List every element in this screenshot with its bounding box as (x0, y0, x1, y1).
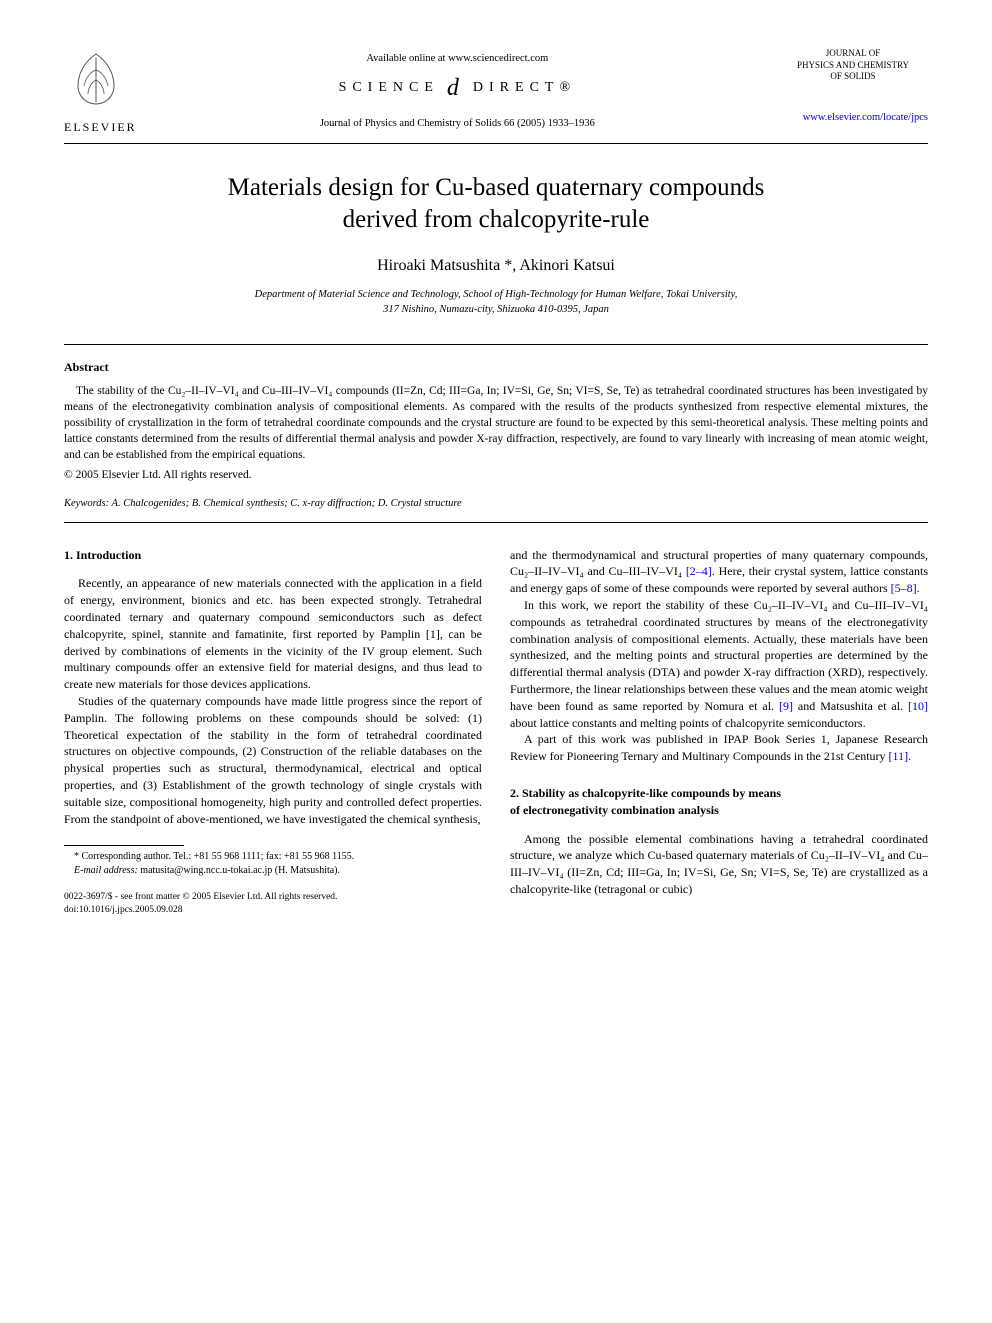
header-rule (64, 143, 928, 144)
header-row: ELSEVIER Available online at www.science… (64, 48, 928, 135)
bottom-meta: 0022-3697/$ - see front matter © 2005 El… (64, 891, 482, 917)
section-1-heading: 1. Introduction (64, 547, 482, 564)
para-text: Recently, an appearance of new materials… (64, 576, 482, 691)
footnote-block: * Corresponding author. Tel.: +81 55 968… (64, 850, 482, 877)
corresponding-author: * Corresponding author. Tel.: +81 55 968… (64, 850, 482, 864)
at-symbol-icon: d (447, 72, 465, 104)
abstract-section: Abstract The stability of the Cu₂–II–IV–… (64, 359, 928, 484)
body-columns: 1. Introduction Recently, an appearance … (64, 547, 928, 917)
para-text: and Matsushita et al. (793, 699, 908, 713)
affiliation: Department of Material Science and Techn… (64, 288, 928, 317)
science-direct-brand: SCIENCE d DIRECT® (137, 72, 778, 104)
abstract-body: The stability of the Cu₂–II–IV–VI₄ and C… (64, 383, 928, 484)
keywords-label: Keywords: (64, 498, 109, 509)
para-text: . (908, 749, 911, 763)
email-address: matusita@wing.ncc.u-tokai.ac.jp (H. Mats… (138, 865, 340, 876)
para-text: . (917, 581, 920, 595)
paragraph: Studies of the quaternary compounds have… (64, 693, 482, 827)
title-line: Materials design for Cu-based quaternary… (228, 174, 765, 201)
citation-link[interactable]: [11] (889, 749, 909, 763)
copyright-line: © 2005 Elsevier Ltd. All rights reserved… (64, 467, 928, 483)
paragraph: and the thermodynamical and structural p… (510, 547, 928, 597)
doi-line: doi:10.1016/j.jpcs.2005.09.028 (64, 904, 482, 917)
para-text: Studies of the quaternary compounds have… (64, 694, 482, 826)
citation-link[interactable]: [9] (779, 699, 793, 713)
keywords-text: A. Chalcogenides; B. Chemical synthesis;… (109, 498, 462, 509)
citation-link[interactable]: [5–8] (891, 581, 917, 595)
publisher-name: ELSEVIER (64, 119, 137, 135)
issn-line: 0022-3697/$ - see front matter © 2005 El… (64, 891, 482, 904)
para-text: In this work, we report the stability of… (510, 598, 928, 713)
article-title: Materials design for Cu-based quaternary… (64, 172, 928, 237)
header-right: JOURNAL OF PHYSICS AND CHEMISTRY OF SOLI… (778, 48, 928, 125)
email-line: E-mail address: matusita@wing.ncc.u-toka… (64, 864, 482, 878)
footnote-separator (64, 845, 184, 846)
elsevier-tree-icon (64, 48, 128, 112)
publisher-url[interactable]: www.elsevier.com/locate/jpcs (778, 111, 928, 125)
journal-box-line: JOURNAL OF (778, 48, 928, 60)
affiliation-line: 317 Nishino, Numazu-city, Shizuoka 410-0… (383, 304, 609, 315)
journal-name-box: JOURNAL OF PHYSICS AND CHEMISTRY OF SOLI… (778, 48, 928, 83)
section-2-heading: 2. Stability as chalcopyrite-like compou… (510, 785, 928, 819)
sd-left: SCIENCE (339, 79, 439, 98)
paragraph: Recently, an appearance of new materials… (64, 575, 482, 693)
paragraph: A part of this work was published in IPA… (510, 731, 928, 765)
journal-box-line: PHYSICS AND CHEMISTRY (778, 60, 928, 72)
title-line: derived from chalcopyrite-rule (343, 206, 650, 233)
right-column: and the thermodynamical and structural p… (510, 547, 928, 917)
para-text: A part of this work was published in IPA… (510, 732, 928, 763)
sd-right: DIRECT® (473, 79, 576, 98)
pre-abstract-rule (64, 344, 928, 345)
abstract-text: The stability of the Cu₂–II–IV–VI₄ and C… (64, 383, 928, 463)
page-container: ELSEVIER Available online at www.science… (0, 0, 992, 957)
authors: Hiroaki Matsushita *, Akinori Katsui (64, 255, 928, 277)
abstract-heading: Abstract (64, 359, 928, 375)
publisher-logo-block: ELSEVIER (64, 48, 137, 135)
post-keywords-rule (64, 522, 928, 523)
affiliation-line: Department of Material Science and Techn… (255, 289, 738, 300)
journal-reference: Journal of Physics and Chemistry of Soli… (137, 117, 778, 131)
paragraph: Among the possible elemental combination… (510, 831, 928, 898)
journal-box-line: OF SOLIDS (778, 71, 928, 83)
email-label: E-mail address: (74, 865, 138, 876)
available-online-text: Available online at www.sciencedirect.co… (137, 52, 778, 66)
paragraph: In this work, we report the stability of… (510, 597, 928, 731)
heading-line: of electronegativity combination analysi… (510, 803, 719, 817)
left-column: 1. Introduction Recently, an appearance … (64, 547, 482, 917)
heading-line: 2. Stability as chalcopyrite-like compou… (510, 786, 781, 800)
header-center: Available online at www.sciencedirect.co… (137, 48, 778, 131)
citation-link[interactable]: [2–4] (686, 564, 712, 578)
citation-link[interactable]: [10] (908, 699, 928, 713)
para-text: about lattice constants and melting poin… (510, 716, 866, 730)
keywords-line: Keywords: A. Chalcogenides; B. Chemical … (64, 497, 928, 511)
